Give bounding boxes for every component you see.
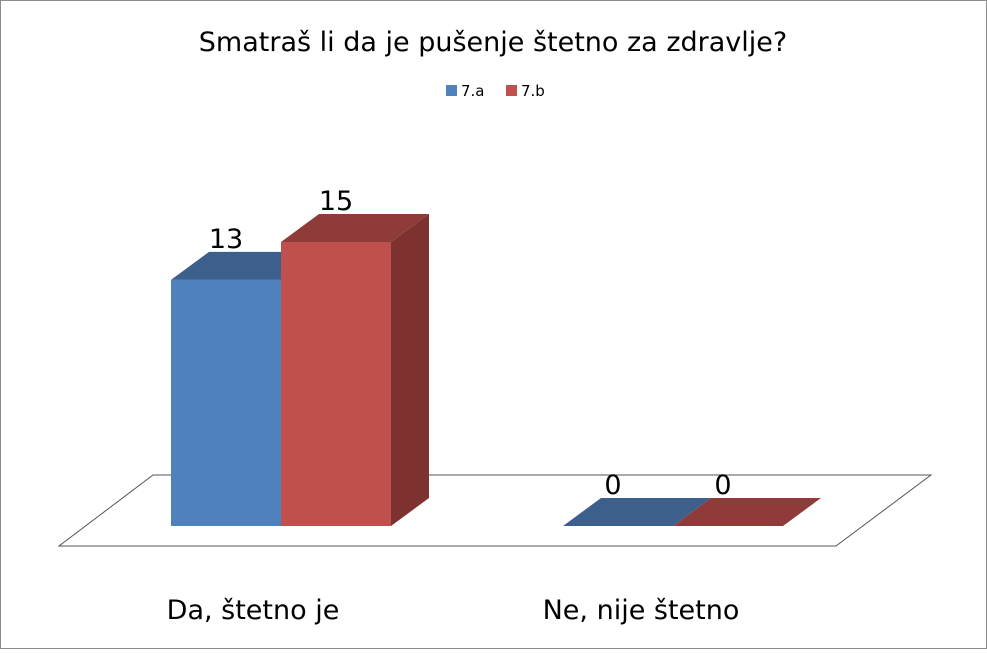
bar-front-c0-s0 — [171, 279, 281, 526]
data-label-c0-s0: 13 — [209, 224, 243, 255]
bars-group: 13 15 0 0 — [171, 186, 821, 526]
category-label-da: Da, štetno je — [167, 595, 340, 626]
legend-label-7b: 7.b — [521, 82, 545, 100]
category-label-ne: Ne, nije štetno — [543, 595, 740, 626]
legend: 7.a 7.b — [446, 82, 545, 100]
data-label-c0-s1: 15 — [319, 186, 353, 217]
legend-swatch-7a — [446, 85, 457, 96]
chart-title: Smatraš li da je pušenje štetno za zdrav… — [199, 27, 787, 58]
legend-swatch-7b — [506, 85, 517, 96]
bar-front-c0-s1 — [281, 242, 391, 526]
bar-side-c0-s1 — [391, 214, 429, 526]
data-label-c1-s1: 0 — [714, 470, 731, 501]
bar-top-c1-s1 — [673, 498, 821, 526]
data-label-c1-s0: 0 — [604, 470, 621, 501]
legend-label-7a: 7.a — [461, 82, 485, 100]
chart-floor — [57, 474, 933, 547]
bar-top-c1-s0 — [563, 498, 711, 526]
bar-top-c0-s1 — [281, 214, 429, 242]
